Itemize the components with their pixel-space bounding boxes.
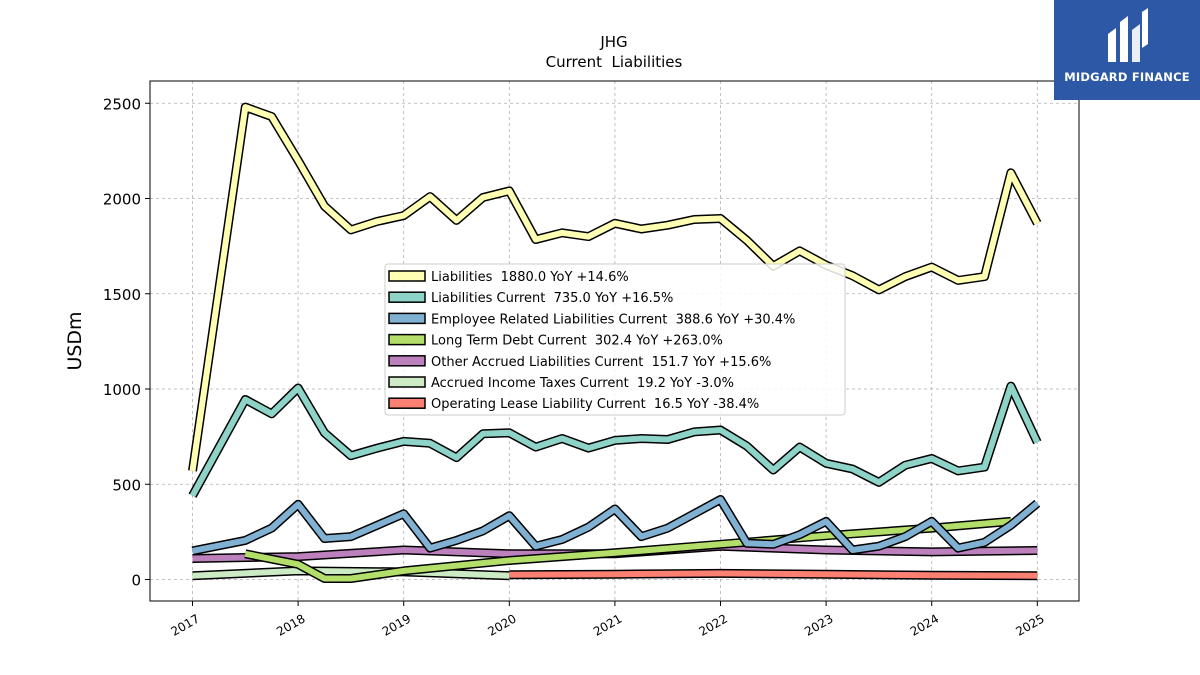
x-tick-label: 2021 bbox=[591, 611, 624, 638]
series-line bbox=[188, 102, 1042, 472]
series-layer bbox=[188, 102, 1042, 583]
y-axis-label: USDm bbox=[64, 311, 86, 370]
x-axis: 2017 2018 2019 2020 2021 2022 2023 2024 2025 bbox=[169, 601, 1047, 639]
legend-swatch bbox=[388, 376, 426, 388]
series-line bbox=[509, 568, 1038, 581]
legend-box bbox=[384, 263, 846, 416]
legend-swatch bbox=[388, 397, 426, 409]
series-line-fill bbox=[509, 570, 1038, 579]
chart-title: JHG bbox=[599, 33, 627, 51]
legend-entry: Operating Lease Liability Current 16.5 Y… bbox=[431, 397, 759, 412]
x-tick-label: 2025 bbox=[1013, 611, 1046, 638]
series-line bbox=[188, 381, 1042, 498]
y-tick-label: 2500 bbox=[103, 95, 141, 113]
legend-entry: Long Term Debt Current 302.4 YoY +263.0% bbox=[431, 334, 723, 349]
x-tick-label: 2018 bbox=[274, 611, 307, 638]
x-tick-label: 2023 bbox=[802, 611, 835, 638]
y-tick-label: 1500 bbox=[103, 286, 141, 304]
logo-text: MIDGARD FINANCE bbox=[1064, 70, 1190, 84]
series-line-fill bbox=[192, 567, 510, 579]
y-tick-label: 1000 bbox=[103, 381, 141, 399]
legend-swatch bbox=[388, 312, 426, 325]
series-line-fill bbox=[191, 496, 1040, 554]
y-tick-label: 500 bbox=[112, 476, 141, 494]
legend-swatch bbox=[388, 270, 426, 282]
legend-entry: Accrued Income Taxes Current 19.2 YoY -3… bbox=[431, 376, 734, 391]
legend-swatch bbox=[388, 291, 426, 303]
series-line-fill bbox=[189, 383, 1041, 498]
legend: Liabilities 1880.0 YoY +14.6% Liabilities… bbox=[384, 263, 846, 416]
y-axis: 0 500 1000 1500 2000 2500 bbox=[103, 95, 150, 590]
y-tick-label: 2000 bbox=[103, 191, 141, 209]
legend-entry: Liabilities 1880.0 YoY +14.6% bbox=[431, 270, 629, 285]
series-line-fill bbox=[244, 518, 1012, 582]
legend-entry: Other Accrued Liabilities Current 151.7 … bbox=[431, 355, 771, 370]
legend-entry: Liabilities Current 735.0 YoY +16.5% bbox=[431, 291, 673, 306]
midgard-finance-logo: MIDGARD FINANCE bbox=[1054, 0, 1200, 100]
legend-entry: Employee Related Liabilities Current 388… bbox=[431, 312, 795, 327]
chart-subtitle: Current Liabilities bbox=[546, 53, 683, 71]
x-tick-label: 2019 bbox=[380, 611, 413, 638]
legend-swatch bbox=[388, 333, 426, 346]
x-tick-label: 2020 bbox=[485, 611, 518, 638]
series-line bbox=[192, 566, 510, 581]
x-tick-label: 2024 bbox=[908, 611, 941, 638]
x-tick-label: 2017 bbox=[169, 611, 202, 638]
y-tick-label: 0 bbox=[131, 572, 141, 590]
x-tick-label: 2022 bbox=[697, 611, 730, 638]
series-line bbox=[244, 516, 1012, 583]
logo-mark-icon bbox=[1108, 8, 1148, 62]
series-line-fill bbox=[189, 104, 1040, 472]
series-line bbox=[191, 495, 1041, 556]
legend-swatch bbox=[388, 355, 426, 367]
